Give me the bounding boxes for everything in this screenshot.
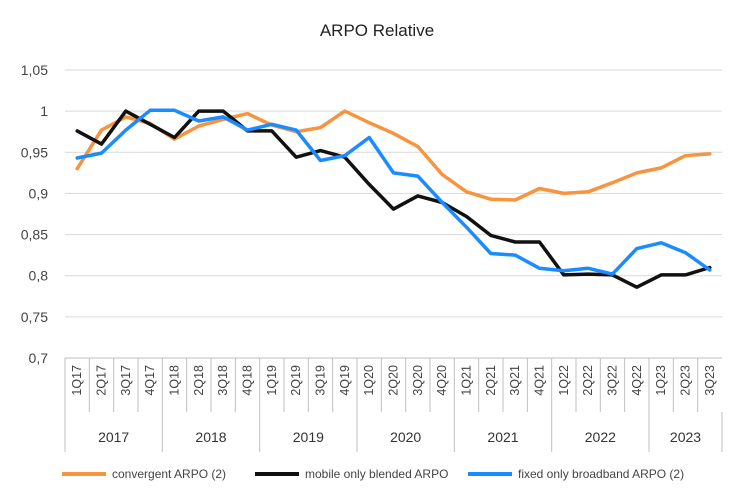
y-tick-label: 0,95 — [21, 144, 48, 160]
legend-label: fixed only broadband ARPO (2) — [518, 467, 684, 481]
x-tick-label: 1Q19 — [265, 365, 279, 396]
series-lines — [75, 108, 712, 289]
x-tick-label: 1Q18 — [168, 365, 182, 396]
x-tick-label: 3Q20 — [411, 365, 425, 396]
y-tick-label: 0,75 — [21, 309, 48, 325]
x-tick-label: 2Q22 — [581, 365, 595, 396]
x-tick-label: 1Q20 — [362, 365, 376, 396]
y-tick-label: 0,7 — [29, 350, 49, 366]
x-tick-label: 1Q23 — [654, 365, 668, 396]
x-tick-label: 1Q17 — [70, 365, 84, 396]
x-tick-label: 3Q21 — [508, 365, 522, 396]
x-tick-label: 4Q20 — [435, 365, 449, 396]
legend-label: convergent ARPO (2) — [112, 467, 226, 481]
y-tick-label: 1 — [40, 103, 48, 119]
x-tick-label: 2Q18 — [192, 365, 206, 396]
legend-label: mobile only blended ARPO — [305, 467, 448, 481]
x-tick-label: 2Q17 — [95, 365, 109, 396]
x-tick-label: 3Q18 — [216, 365, 230, 396]
x-tick-label: 2Q21 — [484, 365, 498, 396]
x-tick-label: 4Q22 — [630, 365, 644, 396]
series-line — [75, 109, 712, 202]
x-axis: 1Q17 2Q17 3Q17 4Q17 1Q18 2Q18 3Q18 4Q18 1Q19 2Q19… — [64, 357, 723, 452]
x-tick-label: 4Q21 — [533, 365, 547, 396]
x-tick-label: 3Q22 — [606, 365, 620, 396]
year-label: 2019 — [293, 429, 324, 445]
year-label: 2020 — [390, 429, 421, 445]
x-tick-label: 4Q18 — [241, 365, 255, 396]
x-tick-label: 3Q17 — [119, 365, 133, 396]
x-tick-label: 2Q19 — [289, 365, 303, 396]
year-label: 2018 — [195, 429, 226, 445]
y-tick-label: 0,85 — [21, 227, 48, 243]
series-line — [75, 108, 712, 276]
year-label: 2021 — [487, 429, 518, 445]
x-tick-label: 3Q19 — [314, 365, 328, 396]
chart-title: ARPO Relative — [320, 21, 434, 40]
x-tick-label: 4Q17 — [143, 365, 157, 396]
y-tick-label: 0,8 — [29, 268, 49, 284]
series-line — [75, 109, 712, 289]
y-tick-label: 1,05 — [21, 62, 48, 78]
year-label: 2022 — [585, 429, 616, 445]
y-axis-ticks: 0,7 0,75 0,8 0,85 0,9 0,95 1 1,05 — [21, 62, 48, 366]
legend: convergent ARPO (2) mobile only blended A… — [62, 467, 684, 481]
year-label: 2017 — [98, 429, 129, 445]
x-tick-label: 2Q20 — [387, 365, 401, 396]
x-tick-label: 1Q21 — [460, 365, 474, 396]
x-tick-label: 1Q22 — [557, 365, 571, 396]
y-tick-label: 0,9 — [29, 185, 49, 201]
x-tick-label: 3Q23 — [703, 365, 717, 396]
year-label: 2023 — [670, 429, 701, 445]
x-tick-label: 2Q23 — [679, 365, 693, 396]
x-tick-label: 4Q19 — [338, 365, 352, 396]
